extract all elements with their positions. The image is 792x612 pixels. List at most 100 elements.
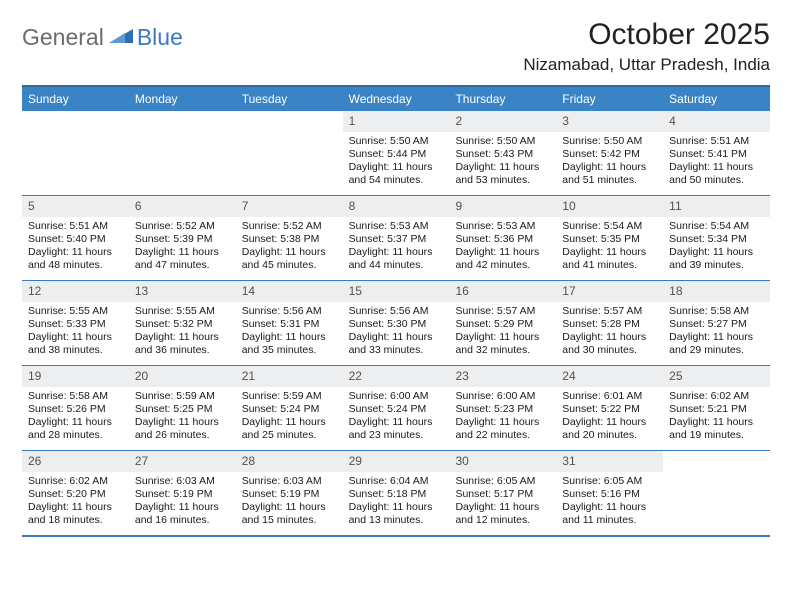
sunset-line: Sunset: 5:37 PM xyxy=(349,233,444,246)
sunset-line: Sunset: 5:31 PM xyxy=(242,318,337,331)
weekday-header-cell: Monday xyxy=(129,87,236,111)
day-body: Sunrise: 6:03 AMSunset: 5:19 PMDaylight:… xyxy=(129,472,236,532)
day-cell: 29Sunrise: 6:04 AMSunset: 5:18 PMDayligh… xyxy=(343,451,450,535)
day-number: 11 xyxy=(663,196,770,217)
daylight-line: Daylight: 11 hours and 51 minutes. xyxy=(562,161,657,187)
day-body: Sunrise: 5:55 AMSunset: 5:33 PMDaylight:… xyxy=(22,302,129,362)
title-block: October 2025 Nizamabad, Uttar Pradesh, I… xyxy=(523,18,770,75)
day-number: 7 xyxy=(236,196,343,217)
day-number: 15 xyxy=(343,281,450,302)
day-number: 17 xyxy=(556,281,663,302)
day-cell: 17Sunrise: 5:57 AMSunset: 5:28 PMDayligh… xyxy=(556,281,663,365)
sunrise-line: Sunrise: 5:57 AM xyxy=(562,305,657,318)
day-cell: 12Sunrise: 5:55 AMSunset: 5:33 PMDayligh… xyxy=(22,281,129,365)
sunrise-line: Sunrise: 5:58 AM xyxy=(28,390,123,403)
weekday-header-cell: Sunday xyxy=(22,87,129,111)
day-cell: 8 Sunrise: 5:53 AMSunset: 5:37 PMDaylight… xyxy=(343,196,450,280)
day-body: Sunrise: 5:50 AMSunset: 5:42 PMDaylight:… xyxy=(556,132,663,192)
sunrise-line: Sunrise: 5:50 AM xyxy=(562,135,657,148)
day-body: Sunrise: 5:59 AMSunset: 5:24 PMDaylight:… xyxy=(236,387,343,447)
day-number: 29 xyxy=(343,451,450,472)
daylight-line: Daylight: 11 hours and 53 minutes. xyxy=(455,161,550,187)
weekday-header-cell: Saturday xyxy=(663,87,770,111)
day-body: Sunrise: 6:05 AMSunset: 5:16 PMDaylight:… xyxy=(556,472,663,532)
daylight-line: Daylight: 11 hours and 16 minutes. xyxy=(135,501,230,527)
day-body: Sunrise: 5:57 AMSunset: 5:28 PMDaylight:… xyxy=(556,302,663,362)
sunrise-line: Sunrise: 5:50 AM xyxy=(455,135,550,148)
sunset-line: Sunset: 5:41 PM xyxy=(669,148,764,161)
daylight-line: Daylight: 11 hours and 47 minutes. xyxy=(135,246,230,272)
day-body: Sunrise: 5:53 AMSunset: 5:36 PMDaylight:… xyxy=(449,217,556,277)
sunrise-line: Sunrise: 5:56 AM xyxy=(242,305,337,318)
day-cell: 23Sunrise: 6:00 AMSunset: 5:23 PMDayligh… xyxy=(449,366,556,450)
day-number: 20 xyxy=(129,366,236,387)
day-cell: 26Sunrise: 6:02 AMSunset: 5:20 PMDayligh… xyxy=(22,451,129,535)
day-body: Sunrise: 5:50 AMSunset: 5:43 PMDaylight:… xyxy=(449,132,556,192)
sunset-line: Sunset: 5:34 PM xyxy=(669,233,764,246)
sunset-line: Sunset: 5:39 PM xyxy=(135,233,230,246)
daylight-line: Daylight: 11 hours and 35 minutes. xyxy=(242,331,337,357)
day-cell: 21Sunrise: 5:59 AMSunset: 5:24 PMDayligh… xyxy=(236,366,343,450)
day-number: 9 xyxy=(449,196,556,217)
sunrise-line: Sunrise: 6:03 AM xyxy=(135,475,230,488)
logo-text-blue: Blue xyxy=(137,24,183,51)
sunrise-line: Sunrise: 5:57 AM xyxy=(455,305,550,318)
daylight-line: Daylight: 11 hours and 15 minutes. xyxy=(242,501,337,527)
day-body: Sunrise: 6:00 AMSunset: 5:24 PMDaylight:… xyxy=(343,387,450,447)
sunset-line: Sunset: 5:16 PM xyxy=(562,488,657,501)
sunrise-line: Sunrise: 6:03 AM xyxy=(242,475,337,488)
day-cell: 2Sunrise: 5:50 AMSunset: 5:43 PMDaylight… xyxy=(449,111,556,195)
day-number: 28 xyxy=(236,451,343,472)
week-row: 5Sunrise: 5:51 AMSunset: 5:40 PMDaylight… xyxy=(22,196,770,281)
day-number: 6 xyxy=(129,196,236,217)
week-row: 1Sunrise: 5:50 AMSunset: 5:44 PMDaylight… xyxy=(22,111,770,196)
sunrise-line: Sunrise: 5:54 AM xyxy=(562,220,657,233)
day-number: 30 xyxy=(449,451,556,472)
sunset-line: Sunset: 5:28 PM xyxy=(562,318,657,331)
logo-mark-icon xyxy=(109,26,135,49)
daylight-line: Daylight: 11 hours and 44 minutes. xyxy=(349,246,444,272)
day-cell xyxy=(663,451,770,535)
sunrise-line: Sunrise: 6:02 AM xyxy=(28,475,123,488)
sunset-line: Sunset: 5:29 PM xyxy=(455,318,550,331)
sunrise-line: Sunrise: 5:59 AM xyxy=(242,390,337,403)
sunset-line: Sunset: 5:42 PM xyxy=(562,148,657,161)
day-number: 4 xyxy=(663,111,770,132)
day-number: 8 xyxy=(343,196,450,217)
logo-text-general: General xyxy=(22,24,104,51)
day-body: Sunrise: 5:56 AMSunset: 5:31 PMDaylight:… xyxy=(236,302,343,362)
daylight-line: Daylight: 11 hours and 41 minutes. xyxy=(562,246,657,272)
sunrise-line: Sunrise: 6:05 AM xyxy=(455,475,550,488)
day-number: 5 xyxy=(22,196,129,217)
day-cell: 28Sunrise: 6:03 AMSunset: 5:19 PMDayligh… xyxy=(236,451,343,535)
day-cell: 20Sunrise: 5:59 AMSunset: 5:25 PMDayligh… xyxy=(129,366,236,450)
daylight-line: Daylight: 11 hours and 25 minutes. xyxy=(242,416,337,442)
weekday-header-cell: Thursday xyxy=(449,87,556,111)
day-body: Sunrise: 5:50 AMSunset: 5:44 PMDaylight:… xyxy=(343,132,450,192)
day-body: Sunrise: 5:54 AMSunset: 5:34 PMDaylight:… xyxy=(663,217,770,277)
day-body: Sunrise: 6:00 AMSunset: 5:23 PMDaylight:… xyxy=(449,387,556,447)
day-body: Sunrise: 5:52 AMSunset: 5:38 PMDaylight:… xyxy=(236,217,343,277)
sunrise-line: Sunrise: 5:53 AM xyxy=(349,220,444,233)
sunrise-line: Sunrise: 5:54 AM xyxy=(669,220,764,233)
day-cell: 30Sunrise: 6:05 AMSunset: 5:17 PMDayligh… xyxy=(449,451,556,535)
day-body: Sunrise: 6:05 AMSunset: 5:17 PMDaylight:… xyxy=(449,472,556,532)
day-cell xyxy=(129,111,236,195)
day-cell: 14Sunrise: 5:56 AMSunset: 5:31 PMDayligh… xyxy=(236,281,343,365)
sunset-line: Sunset: 5:18 PM xyxy=(349,488,444,501)
sunrise-line: Sunrise: 6:04 AM xyxy=(349,475,444,488)
daylight-line: Daylight: 11 hours and 45 minutes. xyxy=(242,246,337,272)
day-cell: 11Sunrise: 5:54 AMSunset: 5:34 PMDayligh… xyxy=(663,196,770,280)
daylight-line: Daylight: 11 hours and 19 minutes. xyxy=(669,416,764,442)
daylight-line: Daylight: 11 hours and 48 minutes. xyxy=(28,246,123,272)
day-body: Sunrise: 6:04 AMSunset: 5:18 PMDaylight:… xyxy=(343,472,450,532)
weekday-header-cell: Tuesday xyxy=(236,87,343,111)
daylight-line: Daylight: 11 hours and 28 minutes. xyxy=(28,416,123,442)
sunrise-line: Sunrise: 6:00 AM xyxy=(455,390,550,403)
day-number: 31 xyxy=(556,451,663,472)
daylight-line: Daylight: 11 hours and 30 minutes. xyxy=(562,331,657,357)
sunset-line: Sunset: 5:20 PM xyxy=(28,488,123,501)
day-body: Sunrise: 5:57 AMSunset: 5:29 PMDaylight:… xyxy=(449,302,556,362)
daylight-line: Daylight: 11 hours and 42 minutes. xyxy=(455,246,550,272)
day-cell: 18Sunrise: 5:58 AMSunset: 5:27 PMDayligh… xyxy=(663,281,770,365)
